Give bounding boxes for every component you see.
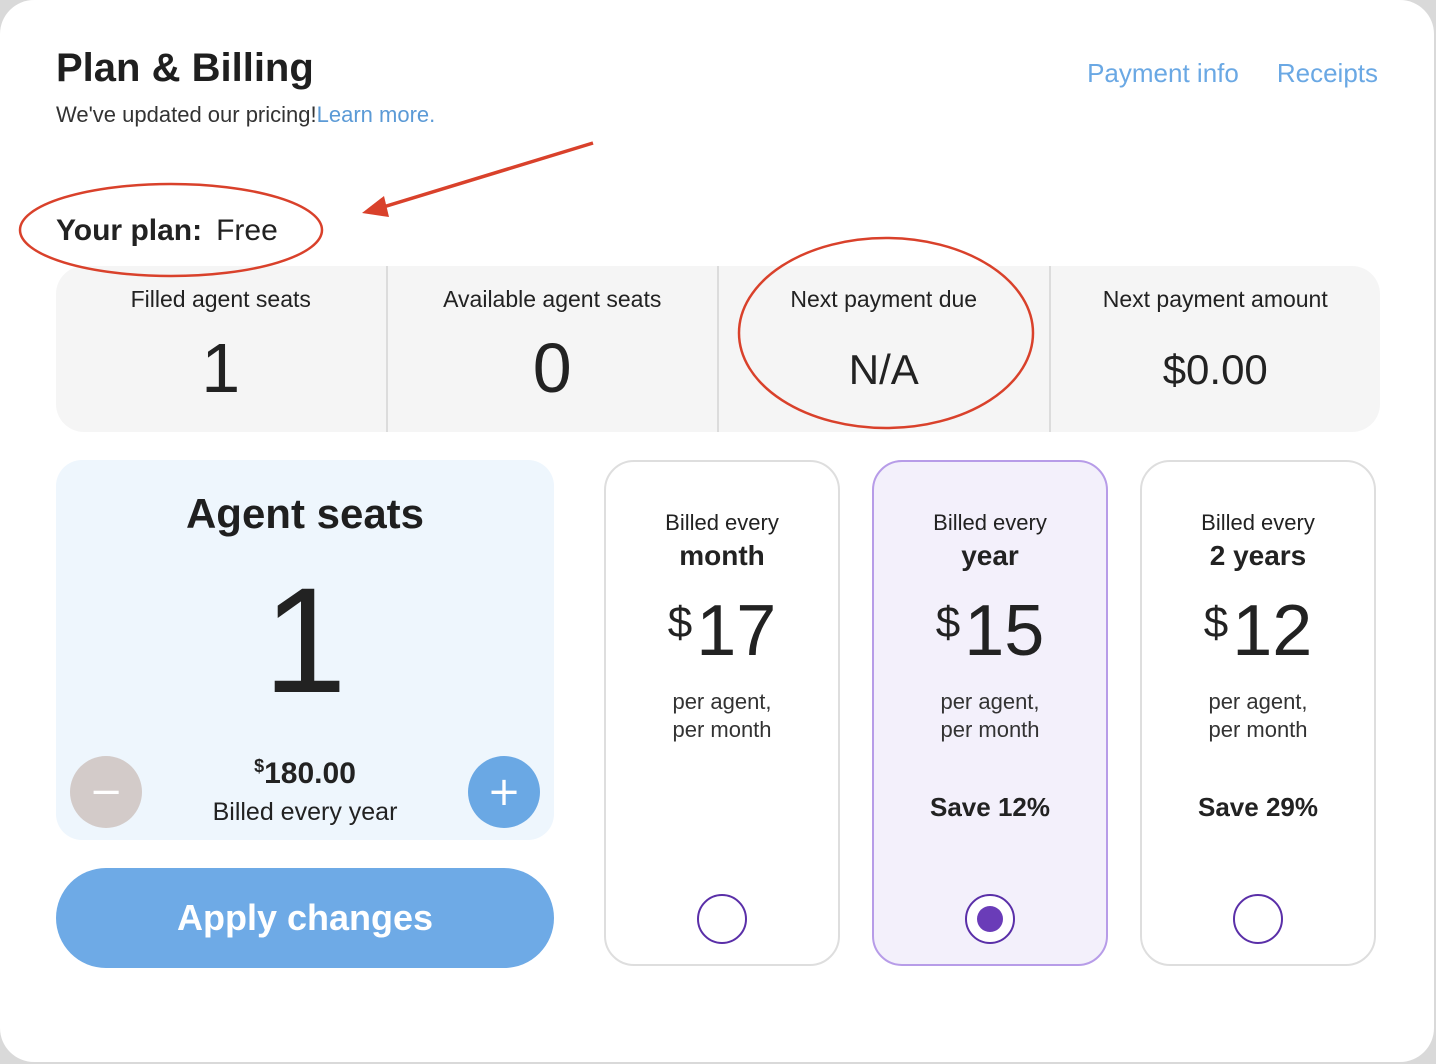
tier-two-years[interactable]: Billed every 2 years $12 per agent, per m… [1140,460,1376,966]
tier-monthly[interactable]: Billed every month $17 per agent, per mon… [604,460,840,966]
stat-label: Available agent seats [443,286,662,312]
stat-next-payment-amount: Next payment amount $0.00 [1048,266,1381,432]
stat-label: Filled agent seats [130,286,311,312]
tier-yearly[interactable]: Billed every year $15 per agent, per mont… [872,460,1108,966]
currency-symbol: $ [667,598,693,647]
agent-seats-count: 1 [263,556,347,724]
radio-selected-dot [977,906,1003,932]
top-links: Payment info Receipts [1087,58,1378,89]
stat-filled-seats: Filled agent seats 1 [56,266,386,432]
seats-total-price: $180.00 [56,756,554,791]
plan-label: Your plan: [56,214,203,247]
tier-period: year [961,540,1019,571]
agent-seats-title: Agent seats [185,490,425,537]
per-month: per month [940,716,1040,742]
stat-value: 1 [201,329,241,407]
price-amount: 17 [696,591,777,671]
currency-symbol: $ [935,598,961,647]
tier-savings: Save 29% [1198,792,1318,822]
tier-monthly-radio[interactable] [697,894,747,944]
per-agent: per agent, [940,689,1040,714]
receipts-link[interactable]: Receipts [1276,58,1378,88]
price-amount: 12 [1232,591,1313,671]
page-title: Plan & Billing [56,46,314,90]
price-amount: 15 [964,591,1045,671]
tier-per-unit: per agent, per month [874,688,1106,743]
per-agent: per agent, [1208,689,1308,714]
tier-two-years-radio[interactable] [1233,894,1283,944]
per-agent: per agent, [672,689,772,714]
current-plan: Your plan: Free [56,214,278,248]
seats-billing-period: Billed every year [212,798,398,826]
plan-value: Free [216,214,278,247]
stat-available-seats: Available agent seats 0 [385,266,718,432]
stat-label: Next payment due [790,286,978,312]
tier-price: $17 [606,590,838,672]
currency-symbol: $ [254,756,265,776]
tier-period: month [679,540,765,571]
tier-per-unit: per agent, per month [1142,688,1374,743]
agent-seats-panel: Agent seats 1 − $180.00 Billed every yea… [56,460,554,840]
arrow-icon-shaft [379,141,594,210]
pricing-notice: We've updated our pricing!Learn more. [56,102,435,128]
arrow-icon-head [362,196,389,217]
per-month: per month [672,716,772,742]
pricing-notice-text: We've updated our pricing! [56,102,317,127]
per-month: per month [1208,716,1308,742]
price-amount: 180.00 [264,757,356,790]
currency-symbol: $ [1203,598,1229,647]
stat-value: $0.00 [1162,346,1268,393]
apply-changes-button[interactable]: Apply changes [56,868,554,968]
tier-period: 2 years [1209,540,1307,571]
stat-value: 0 [532,329,572,407]
tier-billed-label: Billed every [1201,510,1315,535]
increase-seats-button[interactable]: + [468,756,540,828]
payment-info-link[interactable]: Payment info [1087,58,1239,88]
tier-per-unit: per agent, per month [606,688,838,743]
tier-savings: Save 12% [930,792,1050,822]
tier-price: $15 [874,590,1106,672]
stat-next-payment-due: Next payment due N/A [717,266,1049,432]
tier-billed-label: Billed every [933,510,1047,535]
learn-more-link[interactable]: Learn more. [316,102,436,127]
stat-label: Next payment amount [1102,286,1328,312]
tier-price: $12 [1142,590,1374,672]
tier-yearly-radio[interactable] [965,894,1015,944]
stats-bar: Filled agent seats 1 Available agent sea… [56,266,1380,432]
tier-billed-label: Billed every [665,510,779,535]
decrease-seats-button[interactable]: − [70,756,142,828]
stat-value: N/A [848,346,919,393]
